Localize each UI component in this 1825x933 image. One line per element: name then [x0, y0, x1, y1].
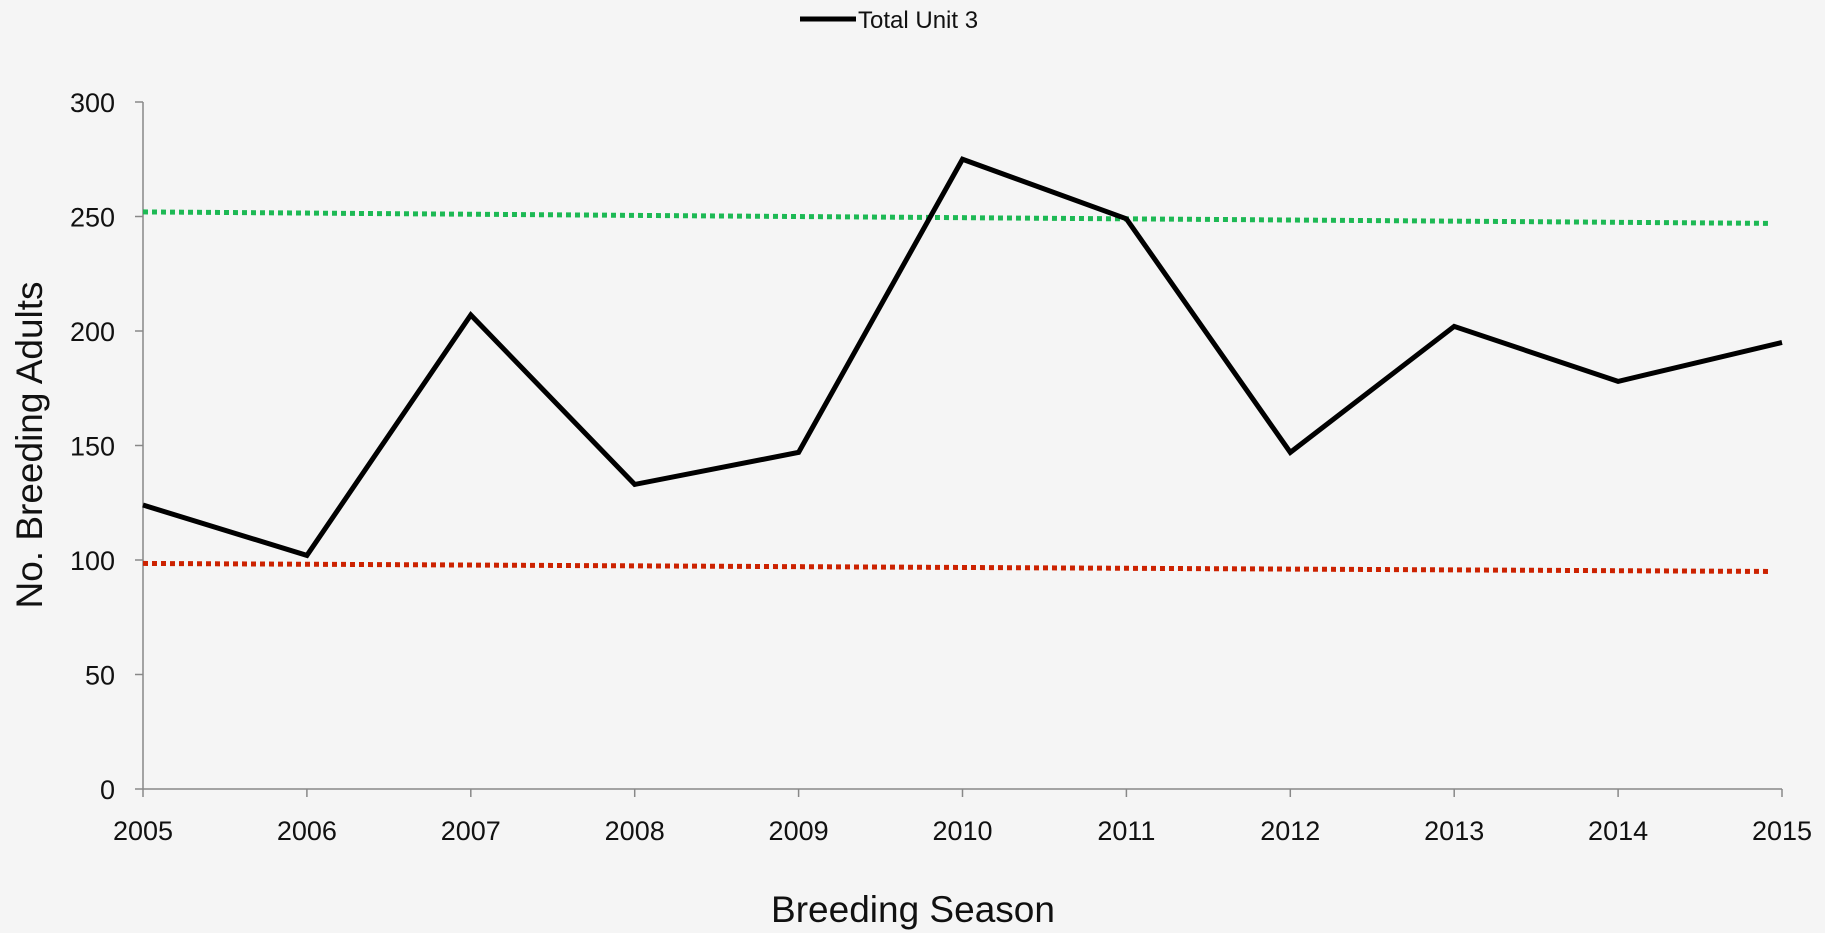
x-tick-label: 2007	[441, 816, 501, 846]
x-tick-label: 2005	[113, 816, 173, 846]
y-ticks: 0 50 100 150 200 250 300	[70, 88, 143, 805]
reference-lines	[142, 209, 1770, 574]
x-ticks: 2005 2006 2007 2008 2009 2010 2011 2012 2013 2014…	[113, 789, 1812, 846]
reference-line-2	[142, 560, 1770, 574]
y-tick-label: 250	[70, 203, 115, 233]
y-tick-label: 150	[70, 432, 115, 462]
y-axis-title: No. Breeding Adults	[9, 281, 50, 608]
x-axis-title: Breeding Season	[771, 889, 1055, 930]
x-tick-label: 2014	[1588, 816, 1648, 846]
x-tick-label: 2008	[605, 816, 665, 846]
x-tick-label: 2013	[1424, 816, 1484, 846]
y-tick-label: 300	[70, 88, 115, 118]
x-tick-label: 2011	[1097, 816, 1155, 846]
y-tick-label: 100	[70, 546, 115, 576]
x-tick-label: 2015	[1752, 816, 1812, 846]
reference-line-1	[142, 209, 1770, 226]
legend-label-total-unit-3: Total Unit 3	[858, 7, 978, 34]
series	[142, 156, 1783, 559]
x-tick-label: 2006	[277, 816, 337, 846]
legend: Total Unit 3	[800, 7, 978, 34]
y-tick-label: 200	[70, 317, 115, 347]
y-tick-label: 0	[100, 775, 115, 805]
series-line-total-unit-3	[142, 156, 1783, 559]
x-tick-label: 2012	[1260, 816, 1320, 846]
y-tick-label: 50	[85, 661, 115, 691]
x-tick-label: 2009	[769, 816, 829, 846]
x-tick-label: 2010	[932, 816, 992, 846]
